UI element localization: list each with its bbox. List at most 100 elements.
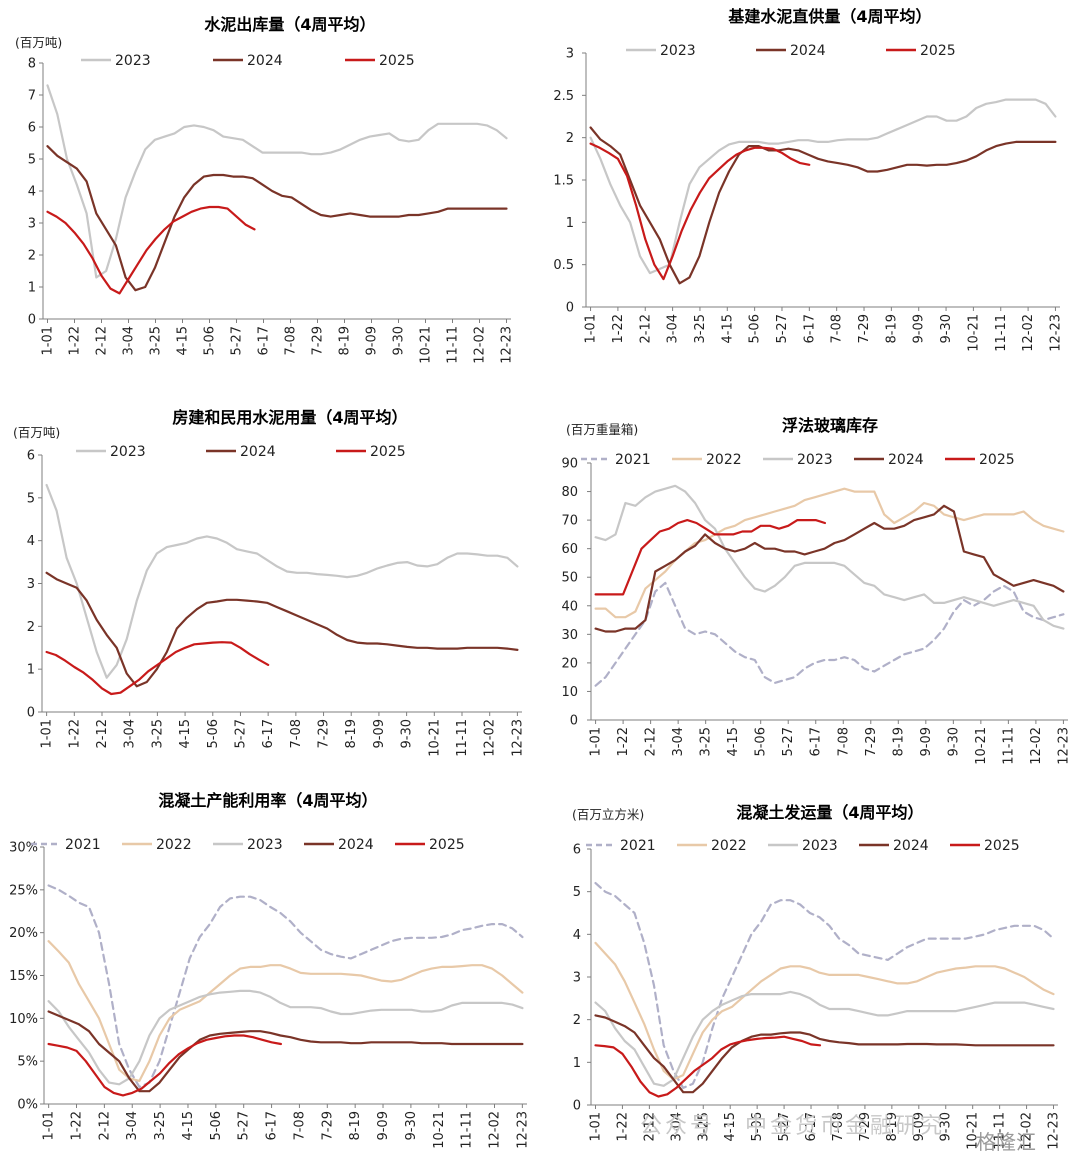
- y-tick-label: 50: [561, 571, 578, 586]
- x-tick-label: 12-02: [1020, 1112, 1035, 1150]
- series-line-2025: [46, 205, 256, 295]
- y-tick-label: 0.5: [553, 258, 574, 273]
- legend-label-2025: 2025: [379, 53, 415, 69]
- x-tick-label: 9-30: [946, 727, 961, 757]
- x-tick-label: 4-15: [726, 727, 741, 757]
- y-tick-label: 5: [27, 491, 35, 506]
- x-tick-label: 6-17: [257, 326, 272, 356]
- x-tick-label: 5-27: [230, 326, 245, 356]
- y-tick-label: 0: [566, 301, 574, 316]
- y-tick-label: 5: [573, 885, 581, 900]
- series-line-2024: [589, 126, 1057, 285]
- legend-label-2023: 2023: [797, 452, 833, 468]
- series-line-2025: [45, 641, 270, 696]
- legend-label-2025: 2025: [429, 837, 465, 853]
- y-tick-label: 60: [561, 542, 578, 557]
- x-tick-label: 3-25: [693, 314, 708, 344]
- x-tick-label: 5-06: [748, 314, 763, 344]
- x-tick-label: 1-22: [611, 314, 626, 344]
- x-tick-label: 8-19: [884, 314, 899, 344]
- x-tick-label: 1-01: [41, 326, 56, 356]
- y-tick-label: 1: [28, 281, 36, 296]
- x-tick-label: 7-08: [830, 314, 845, 344]
- watermark-text: 公众号 · 中金货币金融研究: [640, 1114, 945, 1139]
- series-line-2024: [594, 504, 1065, 633]
- y-tick-label: 1: [573, 1056, 581, 1071]
- y-tick-label: 8: [28, 57, 36, 72]
- series-line-2024: [47, 1010, 524, 1093]
- legend-label-2023: 2023: [247, 837, 283, 853]
- legend-label-2025: 2025: [979, 452, 1015, 468]
- x-tick-label: 7-29: [858, 1112, 873, 1142]
- x-tick-label: 1-22: [67, 719, 82, 749]
- x-tick-label: 3-25: [153, 1111, 168, 1141]
- series-line-2021: [47, 884, 524, 1089]
- y-tick-label: 0: [573, 1099, 581, 1114]
- series-line-2021: [594, 581, 1065, 687]
- y-tick-label: 20: [561, 656, 578, 671]
- x-tick-label: 5-27: [777, 1112, 792, 1142]
- x-tick-label: 1-01: [584, 314, 599, 344]
- y-tick-label: 0: [28, 313, 36, 328]
- y-tick-label: 80: [561, 485, 578, 500]
- legend-label-2025: 2025: [984, 838, 1020, 854]
- x-tick-label: 1-22: [68, 326, 83, 356]
- x-tick-label: 5-06: [750, 1112, 765, 1142]
- x-tick-label: 12-23: [515, 1111, 530, 1149]
- y-tick-label: 6: [573, 843, 581, 858]
- y-tick-label: 0: [27, 706, 35, 721]
- x-tick-label: 5-27: [237, 1111, 252, 1141]
- x-tick-label: 1-01: [589, 727, 604, 757]
- x-tick-label: 9-30: [400, 719, 415, 749]
- legend-label-2024: 2024: [893, 838, 929, 854]
- x-tick-label: 4-15: [720, 314, 735, 344]
- y-tick-label: 3: [27, 577, 35, 592]
- x-tick-label: 9-09: [365, 326, 380, 356]
- x-tick-label: 9-09: [912, 314, 927, 344]
- x-tick-label: 2-12: [95, 719, 110, 749]
- legend-label-2023: 2023: [110, 444, 146, 460]
- x-tick-label: 10-21: [966, 314, 981, 352]
- x-tick-label: 2-12: [644, 727, 659, 757]
- legend-label-2023: 2023: [802, 838, 838, 854]
- x-tick-label: 6-17: [802, 314, 817, 344]
- legend-label-2024: 2024: [338, 837, 374, 853]
- legend-label-2024: 2024: [247, 53, 283, 69]
- x-tick-label: 12-02: [473, 326, 488, 364]
- legend-label-2021: 2021: [615, 452, 651, 468]
- x-tick-label: 3-25: [696, 1112, 711, 1142]
- x-tick-label: 1-01: [42, 1111, 57, 1141]
- y-tick-label: 10%: [9, 1012, 38, 1027]
- watermark-logo: 格隆汇: [976, 1130, 1036, 1154]
- x-tick-label: 3-25: [699, 727, 714, 757]
- x-tick-label: 3-04: [125, 1111, 140, 1141]
- x-tick-label: 12-02: [1021, 314, 1036, 352]
- x-tick-label: 11-11: [1001, 727, 1016, 765]
- y-unit-label: (百万立方米): [572, 807, 644, 822]
- x-tick-label: 3-25: [150, 719, 165, 749]
- x-tick-label: 3-04: [122, 326, 137, 356]
- y-tick-label: 2: [27, 620, 35, 635]
- x-tick-label: 12-02: [483, 719, 498, 757]
- x-tick-label: 5-06: [754, 727, 769, 757]
- y-tick-label: 1: [566, 216, 574, 231]
- chart-title: 基建水泥直供量（4周平均）: [727, 7, 931, 26]
- y-unit-label: (百万重量箱): [566, 422, 638, 437]
- legend-label-2025: 2025: [920, 43, 956, 59]
- series-line-2024: [594, 1014, 1055, 1094]
- legend-label-2025: 2025: [370, 444, 406, 460]
- y-tick-label: 0%: [17, 1098, 38, 1113]
- x-tick-label: 7-08: [289, 719, 304, 749]
- series-line-2023: [589, 98, 1057, 275]
- x-tick-label: 3-04: [123, 719, 138, 749]
- x-tick-label: 12-23: [500, 326, 515, 364]
- series-line-2024: [45, 571, 519, 688]
- y-tick-label: 10: [561, 685, 578, 700]
- y-tick-label: 3: [28, 217, 36, 232]
- chart-panel-6: 混凝土发运量（4周平均） (百万立方米) 0 1 2 3 4 5 6 1-01 1-22 2-12 3-…: [572, 803, 1062, 1150]
- chart-title: 浮法玻璃库存: [782, 416, 878, 435]
- y-tick-label: 25%: [9, 883, 38, 898]
- x-tick-label: 7-29: [864, 727, 879, 757]
- x-tick-label: 12-02: [487, 1111, 502, 1149]
- y-tick-label: 1: [27, 663, 35, 678]
